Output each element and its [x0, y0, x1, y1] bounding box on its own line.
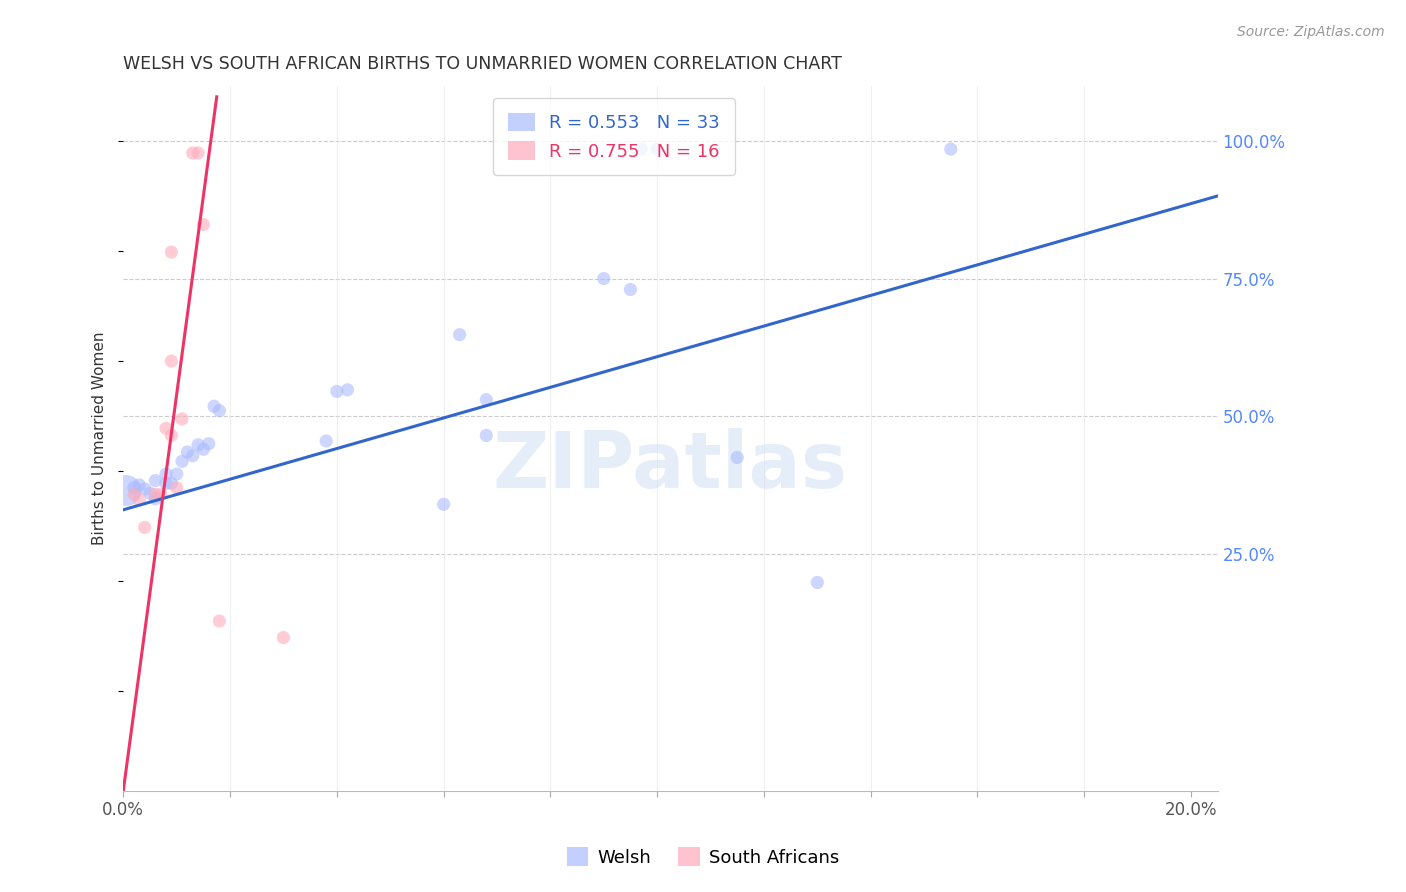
Point — [208, 403, 231, 417]
Point — [166, 467, 188, 481]
Point — [315, 434, 337, 448]
Point — [134, 482, 156, 496]
Point — [449, 327, 471, 342]
Point — [630, 142, 652, 156]
Point — [193, 218, 215, 232]
Point — [197, 436, 219, 450]
Point — [208, 614, 231, 628]
Point — [128, 492, 150, 507]
Text: Source: ZipAtlas.com: Source: ZipAtlas.com — [1237, 25, 1385, 39]
Point — [155, 467, 177, 481]
Point — [619, 283, 641, 297]
Text: WELSH VS SOUTH AFRICAN BIRTHS TO UNMARRIED WOMEN CORRELATION CHART: WELSH VS SOUTH AFRICAN BIRTHS TO UNMARRI… — [124, 55, 842, 73]
Point — [170, 454, 193, 468]
Point — [475, 392, 498, 407]
Point — [202, 399, 225, 413]
Point — [176, 445, 198, 459]
Point — [160, 476, 183, 491]
Text: ZIPatlas: ZIPatlas — [494, 428, 848, 504]
Point — [273, 631, 295, 645]
Point — [155, 421, 177, 435]
Point — [122, 481, 145, 495]
Point — [475, 428, 498, 442]
Point — [181, 449, 204, 463]
Point — [170, 412, 193, 426]
Point — [160, 428, 183, 442]
Point — [155, 476, 177, 491]
Point — [143, 491, 166, 506]
Point — [143, 487, 166, 501]
Point — [187, 438, 209, 452]
Legend: Welsh, South Africans: Welsh, South Africans — [560, 840, 846, 874]
Point — [939, 142, 962, 156]
Point — [806, 575, 828, 590]
Point — [122, 487, 145, 501]
Point — [336, 383, 359, 397]
Point — [326, 384, 349, 399]
Y-axis label: Births to Unmarried Women: Births to Unmarried Women — [93, 332, 107, 545]
Point — [160, 354, 183, 368]
Point — [433, 497, 456, 511]
Point — [725, 450, 748, 465]
Point — [187, 146, 209, 161]
Point — [193, 442, 215, 457]
Point — [115, 483, 138, 498]
Point — [160, 245, 183, 260]
Point — [166, 481, 188, 495]
Legend: R = 0.553   N = 33, R = 0.755   N = 16: R = 0.553 N = 33, R = 0.755 N = 16 — [494, 98, 735, 175]
Point — [143, 474, 166, 488]
Point — [139, 486, 162, 500]
Point — [134, 520, 156, 534]
Point — [128, 478, 150, 492]
Point — [645, 142, 668, 156]
Point — [181, 146, 204, 161]
Point — [592, 271, 614, 285]
Point — [149, 487, 172, 501]
